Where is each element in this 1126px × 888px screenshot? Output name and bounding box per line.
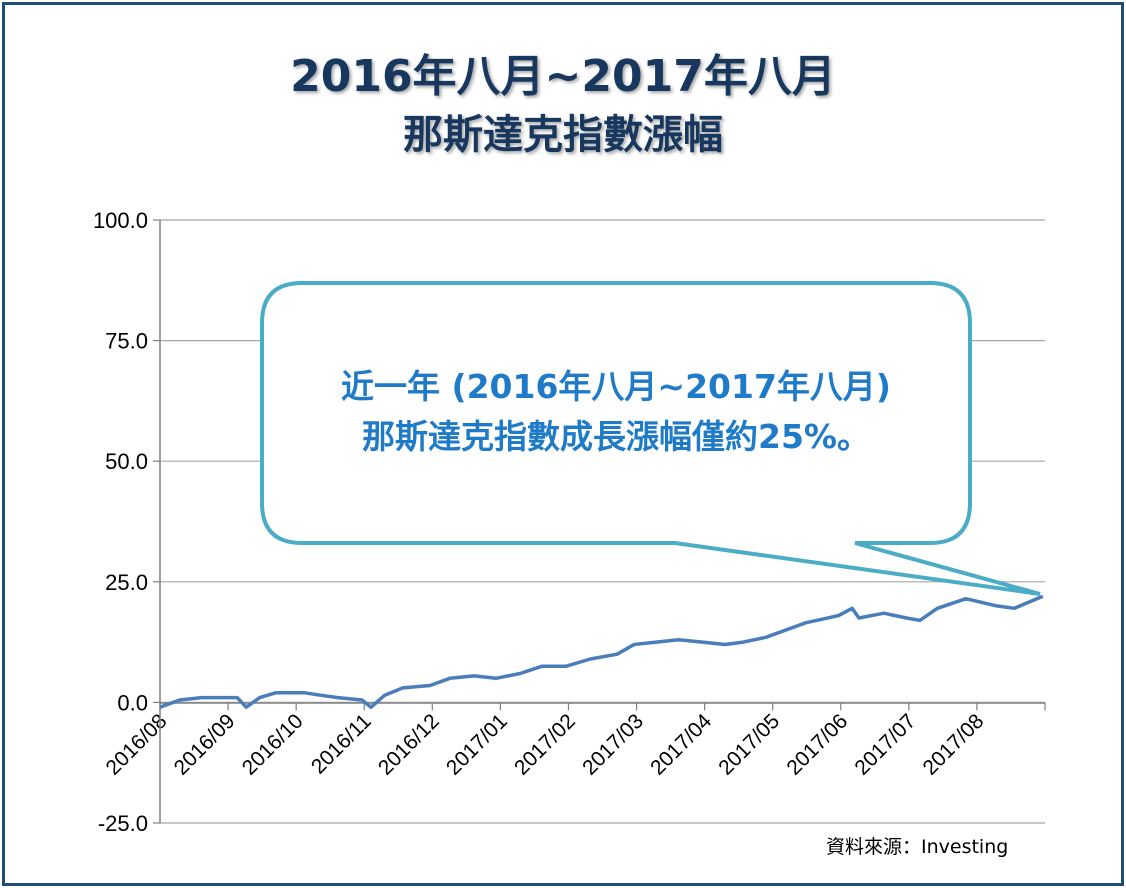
- x-tick-label: 2017/03: [578, 710, 648, 780]
- x-tick-label: 2016/10: [238, 710, 308, 780]
- callout-line1: 近一年 (2016年八月~2017年八月): [341, 367, 891, 406]
- x-tick-label: 2017/06: [782, 710, 852, 780]
- source-note: 資料來源：Investing: [826, 836, 1009, 858]
- callout-text: 近一年 (2016年八月~2017年八月) 那斯達克指數成長漲幅僅約25%。: [262, 362, 970, 462]
- y-tick-label: 100.0: [93, 208, 148, 233]
- x-tick-label: 2017/08: [919, 710, 989, 780]
- y-tick-label: 25.0: [105, 570, 148, 595]
- x-tick-label: 2017/07: [850, 710, 920, 780]
- x-tick-label: 2017/04: [646, 709, 716, 779]
- x-tick-label: 2017/05: [714, 710, 784, 780]
- x-tick-label: 2016/11: [307, 710, 376, 779]
- y-tick-label: 75.0: [105, 329, 148, 354]
- series-line-nasdaq: [159, 594, 1044, 709]
- x-tick-label: 2016/09: [170, 710, 240, 780]
- y-tick-label: 50.0: [105, 449, 148, 474]
- chart-title-line2: 那斯達克指數漲幅: [403, 112, 723, 158]
- y-tick-label: -25.0: [98, 811, 148, 836]
- y-tick-label: 0.0: [117, 690, 148, 715]
- callout-line2: 那斯達克指數成長漲幅僅約25%。: [362, 417, 870, 456]
- x-tick-label: 2016/08: [102, 710, 172, 780]
- x-tick-label: 2016/12: [374, 710, 444, 780]
- chart-title-line1: 2016年八月~2017年八月: [290, 51, 836, 102]
- x-tick-label: 2017/01: [442, 710, 512, 780]
- callout-bubble: [260, 281, 1041, 596]
- x-tick-label: 2017/02: [510, 710, 580, 780]
- y-axis-ticks: -25.0 0.0 25.0 50.0 75.0 100.0: [93, 208, 160, 836]
